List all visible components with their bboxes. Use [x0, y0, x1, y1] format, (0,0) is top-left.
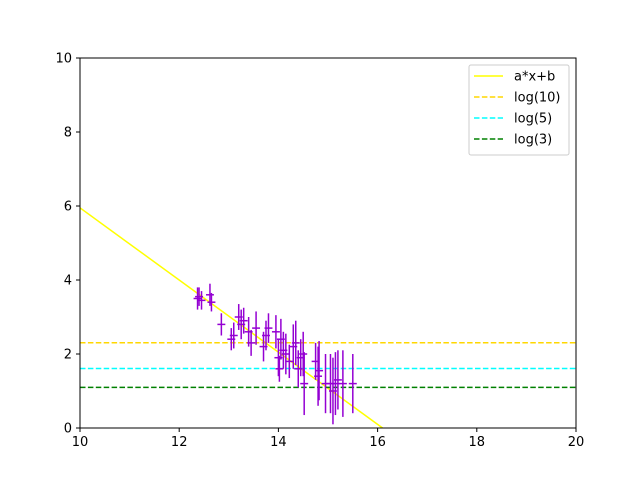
data-point [197, 291, 206, 310]
y-tick-label: 4 [64, 274, 72, 289]
axes: 10 12 14 16 18 20 0 2 4 6 8 10 [55, 52, 584, 451]
data-point [229, 322, 238, 349]
legend: a*x+b log(10) log(5) log(3) [468, 64, 570, 156]
y-tick-label: 0 [64, 422, 72, 437]
data-point [264, 313, 273, 343]
legend-label: log(3) [514, 133, 552, 148]
data-point [299, 331, 308, 377]
x-tick-label: 10 [72, 435, 89, 450]
legend-label: log(10) [514, 91, 561, 106]
x-tick-label: 18 [469, 435, 486, 450]
legend-label: log(5) [514, 112, 552, 127]
x-tick-label: 16 [369, 435, 386, 450]
data-point [333, 350, 342, 410]
data-point [271, 315, 280, 349]
y-tick-label: 2 [64, 348, 72, 363]
data-point [275, 355, 284, 382]
plot-layer [80, 207, 576, 428]
data-point [315, 341, 324, 401]
data-point [338, 350, 347, 417]
data-point [193, 287, 202, 310]
y-tick-label: 8 [64, 126, 72, 141]
data-point [207, 292, 216, 312]
legend-box [468, 64, 570, 156]
data-point [247, 329, 256, 356]
axes-frame [79, 57, 577, 429]
data-point [285, 344, 294, 379]
data-point [239, 307, 248, 334]
x-tick-label: 14 [270, 435, 287, 450]
legend-label: a*x+b [514, 70, 555, 85]
data-point [281, 333, 290, 375]
data-point [252, 311, 261, 345]
x-tick-label: 20 [568, 435, 585, 450]
y-tick-label: 6 [64, 200, 72, 215]
y-tick-label: 10 [55, 52, 72, 67]
data-point [348, 354, 357, 414]
data-point [291, 320, 300, 366]
x-tick-label: 12 [171, 435, 188, 450]
data-point [300, 352, 309, 416]
data-point [314, 346, 323, 406]
data-point [217, 313, 226, 336]
